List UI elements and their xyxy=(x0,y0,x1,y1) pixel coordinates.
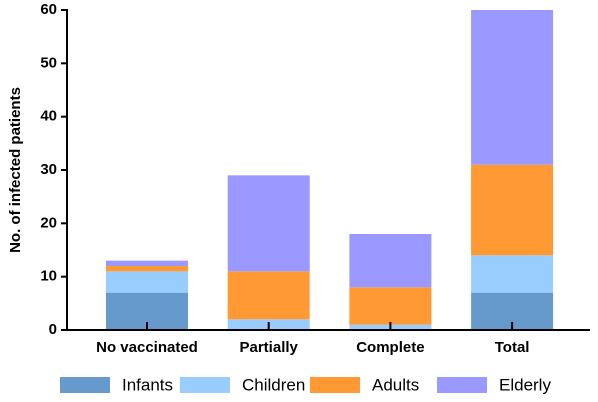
bar-segment xyxy=(227,271,310,320)
bar-segment xyxy=(106,266,188,272)
y-tick-label: 60 xyxy=(40,1,57,18)
legend-label: Elderly xyxy=(499,375,551,394)
legend-swatch xyxy=(310,377,360,393)
y-tick-label: 40 xyxy=(40,108,57,125)
bar-segment xyxy=(227,175,310,272)
legend-swatch xyxy=(180,377,230,393)
bar-segment xyxy=(471,164,554,256)
bar-segment xyxy=(349,287,432,325)
x-tick-label: Complete xyxy=(356,339,424,356)
legend-swatch xyxy=(437,377,487,393)
bar-segment xyxy=(471,255,554,293)
y-axis-label: No. of infected patients xyxy=(7,87,24,253)
x-tick-label: Partially xyxy=(240,339,299,356)
y-tick-label: 0 xyxy=(49,321,57,338)
legend-label: Children xyxy=(242,375,305,394)
bar-segment xyxy=(471,10,554,165)
x-tick-label: Total xyxy=(495,339,530,356)
bar-segment xyxy=(106,260,188,266)
legend-swatch xyxy=(60,377,110,393)
x-tick-label: No vaccinated xyxy=(96,339,198,356)
y-tick-label: 50 xyxy=(40,54,57,71)
bar-segment xyxy=(106,271,188,293)
legend-label: Infants xyxy=(122,375,173,394)
legend-label: Adults xyxy=(372,375,419,394)
y-tick-label: 20 xyxy=(40,214,57,231)
y-tick-label: 10 xyxy=(40,268,57,285)
y-tick-label: 30 xyxy=(40,161,57,178)
bar-segment xyxy=(349,234,432,288)
